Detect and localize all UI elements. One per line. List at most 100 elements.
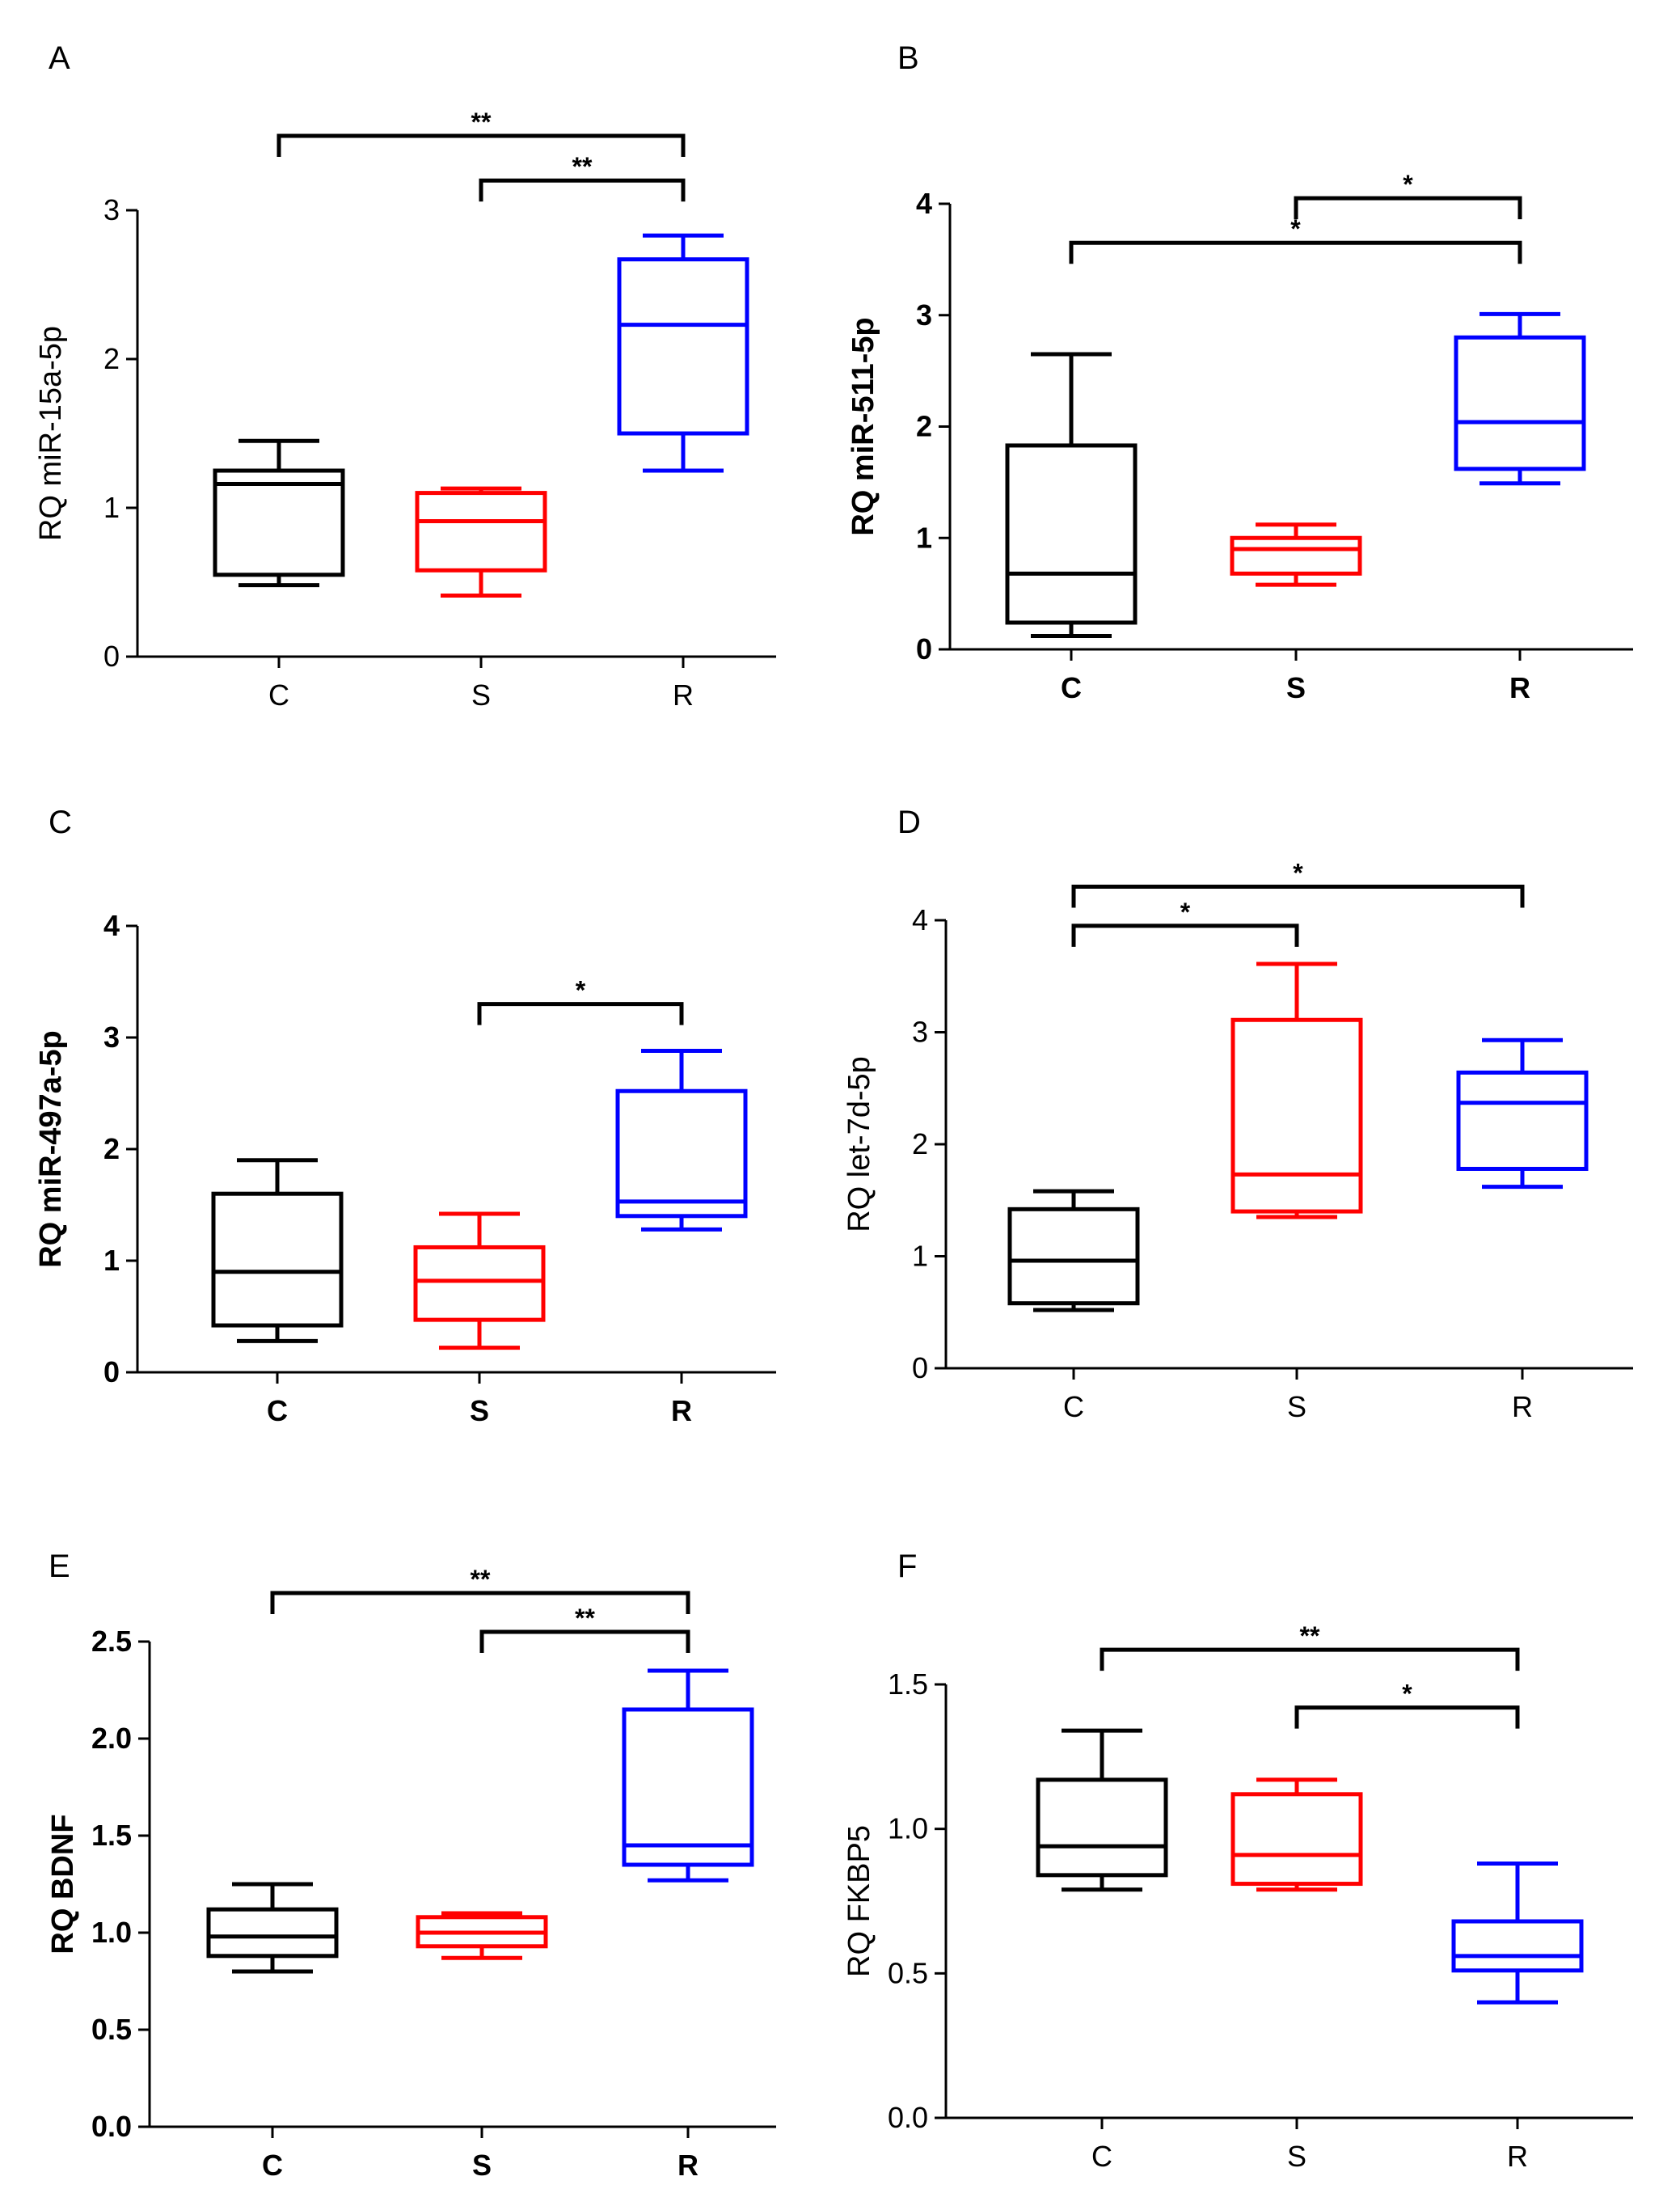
y-tick-label: 3 [103, 193, 120, 226]
y-tick-label: 2.5 [91, 1625, 132, 1658]
significance-label: ** [471, 108, 492, 137]
panel-c: C 0 1 2 3 4 RQ miR-497a-5p C S R * [34, 805, 776, 1427]
box-f-r [1451, 1862, 1584, 2005]
box-c-s [413, 1211, 546, 1350]
y-tick-label: 0.0 [888, 2101, 928, 2134]
box-f-c [1036, 1728, 1168, 1892]
y-tick-label: 4 [912, 903, 928, 936]
significance-bracket-d-c-s [1071, 923, 1299, 947]
panel-label-c: C [49, 805, 72, 840]
significance-label: * [1293, 858, 1303, 887]
y-tick-label: 2.0 [91, 1722, 132, 1755]
y-tick-label: 0.0 [91, 2110, 132, 2143]
significance-bracket-b-c-r [1069, 240, 1522, 264]
panel-label-b: B [897, 40, 919, 76]
y-tick-label: 2 [912, 1127, 928, 1160]
y-tick-label: 4 [916, 187, 932, 220]
y-tick-label: 4 [103, 909, 120, 942]
significance-bracket-e-s-r [479, 1629, 690, 1653]
box-iqr [617, 257, 749, 436]
y-tick-label: 2 [103, 1132, 120, 1165]
box-f-s [1230, 1777, 1363, 1892]
y-tick-label: 3 [103, 1021, 120, 1054]
box-d-c [1007, 1189, 1140, 1312]
y-tick-label: 0.5 [888, 1956, 928, 1989]
x-tick-label-r: R [1512, 1390, 1533, 1423]
x-tick-label-r: R [677, 2149, 699, 2182]
box-iqr [1007, 1207, 1140, 1306]
y-tick-label: 1.0 [888, 1812, 928, 1845]
box-d-s [1230, 961, 1363, 1219]
x-tick-label-c: C [268, 678, 289, 712]
x-tick-label-r: R [671, 1394, 692, 1427]
box-e-c [206, 1882, 339, 1974]
x-tick-label-s: S [470, 1394, 489, 1427]
x-tick-label-c: C [262, 2149, 283, 2182]
x-tick-label-s: S [1286, 671, 1306, 704]
box-iqr [1230, 1792, 1363, 1887]
y-tick-label: 1 [916, 521, 932, 554]
y-tick-label: 0 [912, 1351, 928, 1384]
y-axis-label-d: RQ let-7d-5p [842, 1056, 876, 1232]
box-iqr [1036, 1777, 1168, 1878]
significance-label: ** [471, 1565, 491, 1594]
significance-label: * [1402, 1680, 1412, 1709]
y-tick-label: 2 [916, 410, 932, 443]
significance-bracket-d-c-r [1071, 884, 1525, 908]
significance-bracket-f-c-r [1100, 1647, 1520, 1671]
box-iqr [211, 1191, 344, 1328]
significance-bracket-a-c-r [276, 133, 686, 157]
significance-label: * [1290, 214, 1301, 243]
y-axis-label-f: RQ FKBP5 [842, 1825, 876, 1977]
box-iqr [615, 1088, 748, 1219]
box-a-s [415, 486, 547, 598]
y-tick-label: 0 [103, 640, 120, 673]
box-iqr [1230, 1017, 1363, 1214]
box-a-r [617, 233, 749, 473]
y-tick-label: 0 [916, 632, 932, 666]
x-tick-label-c: C [267, 1394, 288, 1427]
box-iqr [622, 1707, 754, 1867]
panel-a: A 0 1 2 3 RQ miR-15a-5p C S R ** ** [34, 40, 776, 712]
x-tick-label-c: C [1061, 671, 1082, 704]
panel-d: D 0 1 2 3 4 RQ let-7d-5p C S R * * [842, 805, 1633, 1423]
x-tick-label-r: R [673, 678, 694, 712]
significance-label: * [1180, 898, 1191, 927]
box-iqr [1456, 1070, 1589, 1171]
significance-label: ** [575, 1604, 595, 1633]
box-iqr [415, 491, 547, 573]
box-iqr [1230, 535, 1362, 576]
panel-label-e: E [49, 1549, 70, 1584]
box-iqr [213, 468, 345, 577]
significance-bracket-f-s-r [1294, 1705, 1520, 1729]
significance-bracket-e-c-r [270, 1591, 690, 1614]
box-iqr [1451, 1919, 1584, 1973]
box-b-r [1454, 311, 1586, 486]
y-axis-label-b: RQ miR-511-5p [846, 317, 880, 535]
y-tick-label: 0 [103, 1355, 120, 1388]
significance-label: ** [572, 152, 593, 181]
x-tick-label-r: R [1507, 2140, 1528, 2173]
box-d-r [1456, 1037, 1589, 1190]
box-iqr [1005, 443, 1138, 625]
x-tick-label-s: S [471, 678, 491, 712]
y-tick-label: 1 [103, 491, 120, 524]
y-axis-label-e: RQ BDNF [46, 1814, 80, 1954]
y-tick-label: 1.5 [888, 1667, 928, 1701]
x-tick-label-c: C [1063, 1390, 1084, 1423]
y-axis-label-c: RQ miR-497a-5p [34, 1030, 68, 1268]
box-b-s [1230, 522, 1362, 587]
y-tick-label: 3 [916, 298, 932, 332]
y-tick-label: 1.0 [91, 1916, 132, 1949]
box-c-r [615, 1049, 748, 1232]
y-tick-label: 1 [103, 1244, 120, 1277]
panel-label-f: F [897, 1549, 917, 1584]
panel-label-a: A [49, 40, 70, 76]
box-iqr [413, 1245, 546, 1322]
panel-e: E 0.0 0.5 1.0 1.5 2.0 2.5 RQ BDNF C S R ** ** [46, 1549, 776, 2182]
panel-b: B 0 1 2 3 4 RQ miR-511-5p C S R * * [846, 40, 1633, 704]
box-b-c [1005, 352, 1138, 638]
significance-bracket-b-s-r [1294, 196, 1522, 220]
